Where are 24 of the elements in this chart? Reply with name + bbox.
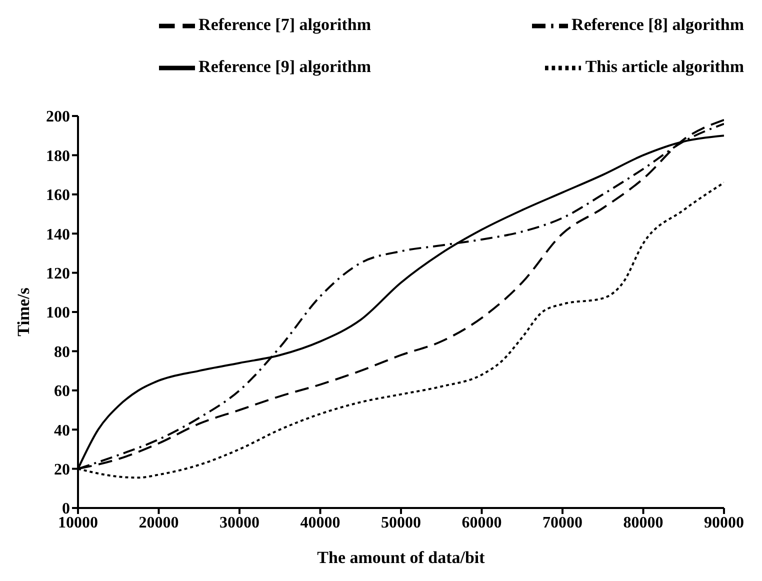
y-tick-label: 20 bbox=[54, 461, 70, 478]
y-tick-label: 140 bbox=[46, 226, 70, 244]
y-tick-label: 80 bbox=[54, 344, 70, 361]
x-tick-label: 20000 bbox=[138, 514, 179, 532]
x-tick-label: 50000 bbox=[381, 514, 421, 532]
x-axis-title: The amount of data/bit bbox=[317, 548, 486, 567]
x-tick-label: 40000 bbox=[300, 514, 340, 532]
x-tick-label: 90000 bbox=[704, 514, 744, 532]
legend-label: Reference [7] algorithm bbox=[198, 14, 371, 34]
y-tick-label: 200 bbox=[46, 108, 70, 126]
y-tick-label: 60 bbox=[54, 383, 70, 400]
y-tick-label: 160 bbox=[46, 187, 70, 204]
x-tick-label: 70000 bbox=[542, 514, 582, 532]
legend-label: Reference [8] algorithm bbox=[572, 14, 744, 34]
legend-label: This article algorithm bbox=[585, 56, 744, 76]
y-tick-label: 40 bbox=[54, 422, 70, 440]
x-tick-label: 60000 bbox=[462, 514, 502, 532]
y-tick-label: 180 bbox=[46, 148, 70, 165]
legend-label: Reference [9] algorithm bbox=[198, 56, 371, 76]
y-axis-title: Time/s bbox=[14, 287, 34, 336]
x-tick-label: 80000 bbox=[623, 514, 664, 532]
x-tick-label: 30000 bbox=[220, 514, 260, 532]
y-tick-label: 100 bbox=[46, 304, 70, 322]
y-tick-label: 120 bbox=[46, 265, 70, 282]
